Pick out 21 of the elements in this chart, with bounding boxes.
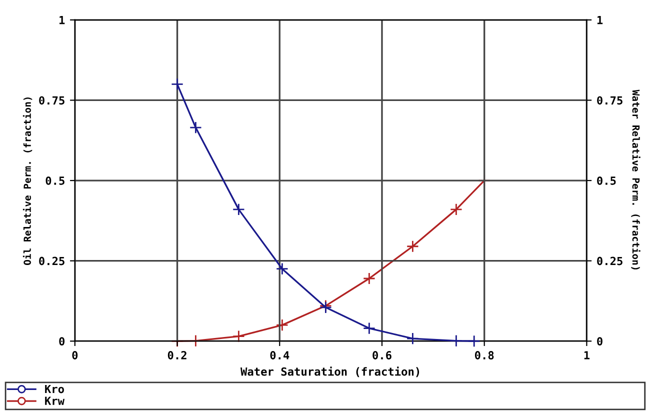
y-tick-label: 0.25 bbox=[39, 256, 64, 266]
x-tick-label: 1 bbox=[584, 351, 590, 360]
x-tick-label: 0.6 bbox=[372, 351, 392, 360]
y-tick-label: 0 bbox=[59, 337, 65, 346]
y2-tick-label: 0 bbox=[597, 337, 602, 346]
y-axis-title: Oil Relative Perm. (fraction) bbox=[22, 97, 32, 265]
y2-tick-label: 0.75 bbox=[597, 96, 622, 105]
legend-label: Kro bbox=[45, 384, 64, 394]
y2-tick-label: 0.5 bbox=[597, 176, 616, 185]
y-tick-label: 0.5 bbox=[46, 176, 64, 185]
x-tick-label: 0.4 bbox=[270, 351, 290, 360]
x-tick-label: 0.2 bbox=[168, 351, 186, 360]
legend-label: Krw bbox=[45, 396, 65, 405]
y-tick-label: 0.75 bbox=[39, 96, 64, 105]
y2-tick-label: 1 bbox=[597, 16, 603, 24]
x-tick-label: 0 bbox=[72, 351, 78, 360]
x-tick-label: 0.8 bbox=[474, 351, 494, 360]
y-tick-label: 1 bbox=[60, 16, 65, 24]
y2-tick-label: 0.25 bbox=[597, 256, 622, 266]
x-axis-title: Water Saturation (fraction) bbox=[240, 366, 420, 378]
y2-axis-title: Water Relative Perm. (fraction) bbox=[631, 90, 640, 270]
